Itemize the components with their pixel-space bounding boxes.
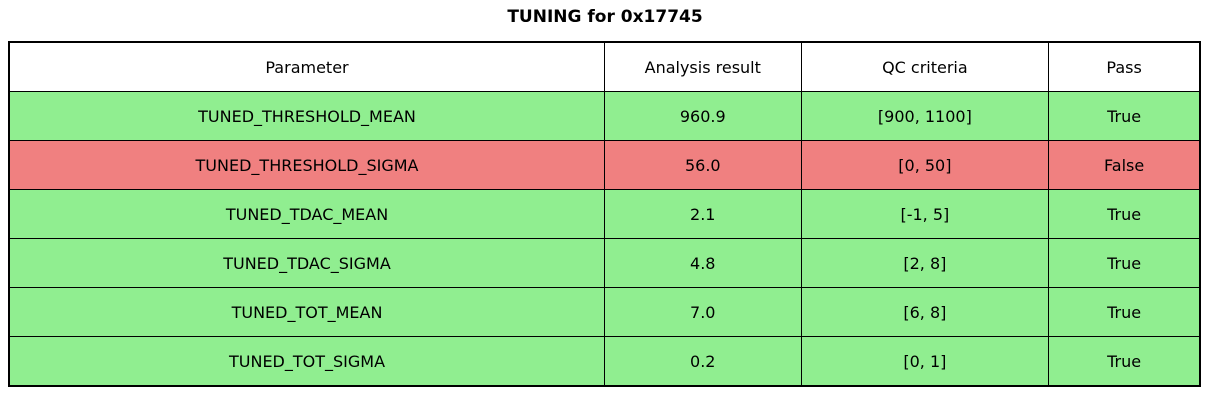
chart-title: TUNING for 0x17745 — [507, 7, 703, 27]
table-row: TUNED_TOT_MEAN 7.0 [6, 8] True — [8, 287, 1201, 337]
result-cell: 56.0 — [604, 140, 802, 190]
result-cell: 960.9 — [604, 91, 802, 141]
qc-table: Parameter Analysis result QC criteria Pa… — [8, 41, 1201, 387]
result-cell: 7.0 — [604, 287, 802, 337]
criteria-cell: [0, 1] — [800, 336, 1050, 387]
criteria-cell: [6, 8] — [800, 287, 1050, 337]
param-cell: TUNED_TDAC_SIGMA — [8, 238, 606, 288]
param-cell: TUNED_TOT_SIGMA — [8, 336, 606, 387]
result-cell: 4.8 — [604, 238, 802, 288]
criteria-cell: [-1, 5] — [800, 189, 1050, 239]
result-cell: 2.1 — [604, 189, 802, 239]
table-header-row: Parameter Analysis result QC criteria Pa… — [8, 41, 1201, 92]
qc-table-body: TUNED_THRESHOLD_MEAN 960.9 [900, 1100] T… — [8, 91, 1201, 387]
param-cell: TUNED_THRESHOLD_SIGMA — [8, 140, 606, 190]
column-header-qc-criteria: QC criteria — [800, 41, 1050, 92]
param-cell: TUNED_TOT_MEAN — [8, 287, 606, 337]
pass-cell: False — [1048, 140, 1201, 190]
table-row: TUNED_TDAC_SIGMA 4.8 [2, 8] True — [8, 238, 1201, 288]
pass-cell: True — [1048, 336, 1201, 387]
pass-cell: True — [1048, 238, 1201, 288]
table-row: TUNED_TDAC_MEAN 2.1 [-1, 5] True — [8, 189, 1201, 239]
column-header-analysis-result: Analysis result — [604, 41, 802, 92]
pass-cell: True — [1048, 91, 1201, 141]
result-cell: 0.2 — [604, 336, 802, 387]
column-header-parameter: Parameter — [8, 41, 606, 92]
pass-cell: True — [1048, 189, 1201, 239]
table-row: TUNED_THRESHOLD_MEAN 960.9 [900, 1100] T… — [8, 91, 1201, 141]
pass-cell: True — [1048, 287, 1201, 337]
param-cell: TUNED_TDAC_MEAN — [8, 189, 606, 239]
column-header-pass: Pass — [1048, 41, 1201, 92]
criteria-cell: [0, 50] — [800, 140, 1050, 190]
table-row: TUNED_TOT_SIGMA 0.2 [0, 1] True — [8, 336, 1201, 387]
table-row: TUNED_THRESHOLD_SIGMA 56.0 [0, 50] False — [8, 140, 1201, 190]
criteria-cell: [2, 8] — [800, 238, 1050, 288]
criteria-cell: [900, 1100] — [800, 91, 1050, 141]
param-cell: TUNED_THRESHOLD_MEAN — [8, 91, 606, 141]
